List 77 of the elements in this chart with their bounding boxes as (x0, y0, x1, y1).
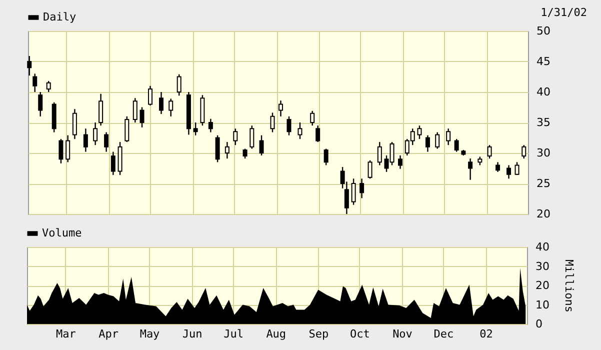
candlestick (158, 91, 164, 115)
candlestick (46, 80, 51, 93)
candlestick (224, 141, 230, 160)
x-tick-label: 02 (480, 328, 493, 340)
candlestick (66, 134, 70, 163)
y-tick-label: 10 (536, 298, 550, 312)
candlestick (250, 124, 254, 150)
candlestick (310, 110, 315, 126)
x-tick-label: Nov (392, 328, 413, 340)
x-tick-label: Jul (224, 328, 244, 340)
candlestick (168, 98, 174, 117)
candlestick (176, 74, 182, 96)
y-axis-title: Millions (562, 260, 576, 312)
legend-label: Volume (42, 226, 82, 240)
text: 1/31/02 (540, 6, 587, 19)
candlestick (58, 138, 64, 164)
candlestick (487, 144, 492, 160)
candlestick (298, 122, 302, 140)
candlestick (522, 144, 526, 160)
candlestick (368, 160, 372, 180)
y-tick-label: 30 (536, 146, 550, 160)
candlestick (32, 73, 38, 93)
y-tick-label: 25 (536, 177, 550, 190)
legend-label: Daily (43, 10, 76, 24)
candlestick (506, 164, 512, 180)
y-tick-label: 35 (536, 116, 550, 129)
candlestick (72, 108, 77, 140)
candlestick (316, 124, 320, 143)
candlestick (468, 158, 473, 180)
x-tick-label: Dec (434, 328, 454, 340)
x-tick-label: Sep (308, 328, 329, 340)
y-tick-label: 45 (536, 55, 550, 68)
candlestick (377, 141, 382, 166)
candlestick (425, 134, 430, 152)
candlestick (104, 132, 109, 152)
x-tick-label: Mar (56, 328, 76, 340)
candlestick (446, 128, 451, 146)
candlestick (215, 134, 220, 163)
y-tick-label: 40 (536, 86, 550, 98)
x-tick-label: Jun (182, 328, 202, 340)
y-tick-label: 30 (536, 260, 550, 273)
candlestick (193, 122, 198, 136)
y-tick-label: 50 (536, 24, 550, 38)
x-tick-label: Oct (350, 328, 370, 340)
candlestick (93, 122, 98, 146)
candlestick (259, 134, 264, 156)
candlestick (360, 178, 364, 199)
candlestick (398, 154, 403, 170)
candlestick (83, 128, 88, 152)
candlestick (286, 116, 292, 136)
y-tick-label: 20 (536, 208, 550, 220)
candlestick (98, 93, 104, 126)
candlestick (242, 148, 248, 160)
candlestick (454, 138, 459, 152)
candlestick (496, 162, 500, 173)
candlestick (140, 106, 144, 128)
candlestick (208, 118, 213, 133)
candlestick (233, 128, 238, 146)
candlestick (435, 132, 440, 150)
candlestick (110, 151, 116, 176)
candlestick (27, 55, 32, 76)
candlestick (417, 124, 422, 140)
y-tick-label: 0 (536, 318, 542, 330)
y-tick-label: 20 (536, 279, 550, 292)
y-tick-label: 40 (536, 240, 550, 254)
x-tick-label: May (140, 328, 160, 340)
candlestick (324, 148, 328, 166)
x-tick-label: Aug (266, 328, 286, 340)
x-tick-label: Apr (98, 328, 119, 340)
candlestick (38, 91, 43, 117)
candlestick (270, 112, 275, 133)
candlestick (148, 85, 153, 106)
candlestick (514, 162, 520, 176)
candlestick (132, 98, 138, 124)
candlestick (278, 100, 283, 117)
candlestick (124, 116, 130, 143)
candlestick (351, 178, 356, 206)
